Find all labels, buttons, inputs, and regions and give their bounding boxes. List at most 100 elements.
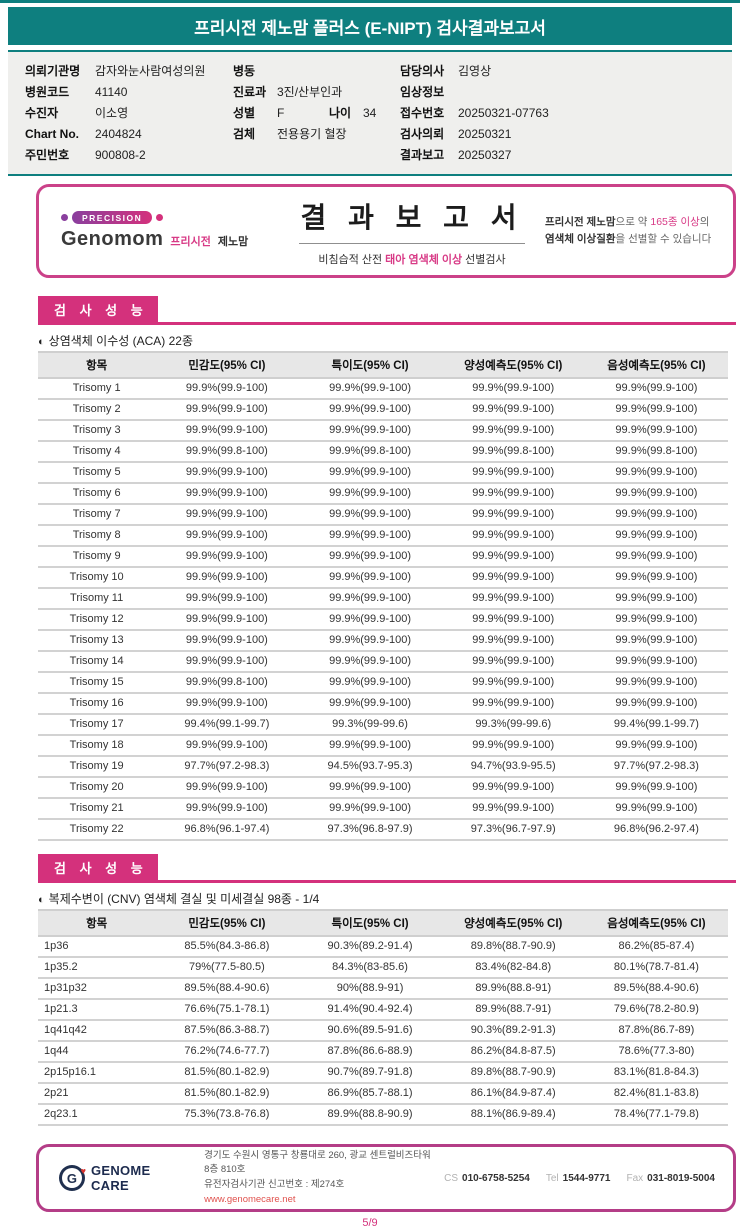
table-cell: 99.9%(99.9-100) xyxy=(441,630,585,652)
table-cell: 86.1%(84.9-87.4) xyxy=(441,1083,585,1105)
table-cell: 99.9%(99.9-100) xyxy=(155,735,299,757)
column-header: 특이도(95% CI) xyxy=(298,351,442,379)
table-row: Trisomy 1 99.9%(99.9-100) 99.9%(99.9-100) 9… xyxy=(38,378,728,400)
row-item-label: Trisomy 14 xyxy=(38,651,156,673)
table-row: Trisomy 20 99.9%(99.9-100) 99.9%(99.9-100)… xyxy=(38,777,728,799)
page-title: 프리시전 제노맘 플러스 (E-NIPT) 검사결과보고서 xyxy=(194,19,546,38)
table-cell: 99.9%(99.9-100) xyxy=(298,735,442,757)
field-value: 2404824 xyxy=(95,127,142,141)
table-cell: 94.7%(93.9-95.5) xyxy=(441,756,585,778)
table-row: Trisomy 4 99.9%(99.8-100) 99.9%(99.8-100) 9… xyxy=(38,441,728,463)
row-item-label: Trisomy 6 xyxy=(38,483,156,505)
table-row: Trisomy 5 99.9%(99.9-100) 99.9%(99.9-100) 9… xyxy=(38,462,728,484)
table-cell: 99.9%(99.9-100) xyxy=(298,651,442,673)
table-cell: 90.3%(89.2-91.3) xyxy=(441,1020,585,1042)
table-header-row: 항목 민감도(95% CI) 특이도(95% CI) 양성예측도(95% CI)… xyxy=(38,351,728,379)
row-item-label: Trisomy 9 xyxy=(38,546,156,568)
table-cell: 99.9%(99.9-100) xyxy=(155,588,299,610)
table-cell: 99.9%(99.9-100) xyxy=(155,504,299,526)
table-cell: 99.9%(99.9-100) xyxy=(155,567,299,589)
column-header: 양성예측도(95% CI) xyxy=(441,351,585,379)
row-item-label: Trisomy 22 xyxy=(38,819,156,841)
website-link: www.genomecare.net xyxy=(204,1193,296,1205)
table-row: Trisomy 6 99.9%(99.9-100) 99.9%(99.9-100) 9… xyxy=(38,483,728,505)
field-label: 담당의사 xyxy=(400,64,445,78)
field-label: 임상정보 xyxy=(400,85,445,99)
table-cell: 99.9%(99.9-100) xyxy=(155,462,299,484)
field-value: 20250327 xyxy=(458,148,512,162)
table-cell: 99.9%(99.9-100) xyxy=(298,672,442,694)
table-cell: 99.9%(99.9-100) xyxy=(298,567,442,589)
table-cell: 89.8%(88.7-90.9) xyxy=(441,936,585,958)
field-value: 41140 xyxy=(95,85,128,99)
row-item-label: Trisomy 12 xyxy=(38,609,156,631)
table-cell: 99.9%(99.9-100) xyxy=(584,525,728,547)
row-item-label: 1p35.2 xyxy=(38,957,156,979)
brand-subtitle-dark: 제노맘 xyxy=(217,236,249,248)
half-circle-icon: ◐ xyxy=(38,894,45,906)
column-header: 항목 xyxy=(38,351,156,379)
table-cell: 86.9%(85.7-88.1) xyxy=(298,1083,442,1105)
table-cell: 99.9%(99.9-100) xyxy=(584,462,728,484)
table-cell: 91.4%(90.4-92.4) xyxy=(298,999,442,1021)
column-header: 양성예측도(95% CI) xyxy=(441,909,585,937)
row-item-label: Trisomy 18 xyxy=(38,735,156,757)
field-label: 병원코드 xyxy=(25,85,70,99)
table-cell: 99.9%(99.8-100) xyxy=(298,441,442,463)
genomecare-logo-text: GENOME CARE xyxy=(90,1163,151,1193)
table-cell: 99.9%(99.9-100) xyxy=(298,525,442,547)
table-cell: 99.9%(99.9-100) xyxy=(584,777,728,799)
row-item-label: Trisomy 19 xyxy=(38,756,156,778)
footer-panel: G ♥ GENOME CARE 경기도 수원시 영통구 창룡대로 260, 광교 … xyxy=(36,1144,736,1212)
table-cell: 99.9%(99.9-100) xyxy=(584,693,728,715)
report-title-bar: 프리시전 제노맘 플러스 (E-NIPT) 검사결과보고서 xyxy=(8,7,732,45)
table-cell: 80.1%(78.7-81.4) xyxy=(584,957,728,979)
field-value: F xyxy=(277,106,285,120)
table-row: 1p36 85.5%(84.3-86.8) 90.3%(89.2-91.4) 89.8… xyxy=(38,936,728,958)
table-cell: 99.9%(99.9-100) xyxy=(155,525,299,547)
table-row: 1q44 76.2%(74.6-77.7) 87.8%(86.6-88.9) 86.2… xyxy=(38,1041,728,1063)
field-label: 검체 xyxy=(233,127,256,141)
table-cell: 97.3%(96.8-97.9) xyxy=(298,819,442,841)
contact-tel: Tel 1544-9771 xyxy=(545,1172,611,1184)
table-row: Trisomy 9 99.9%(99.9-100) 99.9%(99.9-100) 9… xyxy=(38,546,728,568)
table-cell: 99.9%(99.9-100) xyxy=(155,609,299,631)
table-cell: 99.9%(99.9-100) xyxy=(441,399,585,421)
table-cell: 94.5%(93.7-95.3) xyxy=(298,756,442,778)
table-header-row: 항목 민감도(95% CI) 특이도(95% CI) 양성예측도(95% CI)… xyxy=(38,909,728,937)
patient-info-row: 담당의사 김영상 xyxy=(400,61,722,82)
table-cell: 99.9%(99.9-100) xyxy=(584,630,728,652)
table-cell: 99.9%(99.9-100) xyxy=(298,693,442,715)
table-cell: 99.9%(99.9-100) xyxy=(584,420,728,442)
table-row: Trisomy 14 99.9%(99.9-100) 99.9%(99.9-100)… xyxy=(38,651,728,673)
heart-icon: ♥ xyxy=(80,1166,86,1176)
table-row: 1p35.2 79%(77.5-80.5) 84.3%(83-85.6) 83.4%(… xyxy=(38,957,728,979)
contact-cs: CS 010-6758-5254 xyxy=(444,1172,530,1184)
table-row: 2p21 81.5%(80.1-82.9) 86.9%(85.7-88.1) 86.1… xyxy=(38,1083,728,1105)
table-row: Trisomy 11 99.9%(99.9-100) 99.9%(99.9-100)… xyxy=(38,588,728,610)
field-label: 수진자 xyxy=(25,106,59,120)
patient-info-panel: 의뢰기관명 감자와눈사람여성의원 병원코드 41140 수진자 이소영 Char… xyxy=(8,50,732,176)
table-row: 1p31p32 89.5%(88.4-90.6) 90%(88.9-91) 89.9%… xyxy=(38,978,728,1000)
table-cell: 79%(77.5-80.5) xyxy=(155,957,299,979)
field-value: 김영상 xyxy=(458,64,492,78)
table-cell: 97.7%(97.2-98.3) xyxy=(155,756,299,778)
column-header: 음성예측도(95% CI) xyxy=(584,351,728,379)
field-label: 나이 xyxy=(329,106,352,120)
report-banner-center: 결 과 보 고 서 비침습적 산전 태아 염색체 이상 선별검사 xyxy=(279,196,545,267)
top-accent-line xyxy=(0,0,740,3)
table-cell: 97.3%(96.7-97.9) xyxy=(441,819,585,841)
table-row: Trisomy 21 99.9%(99.9-100) 99.9%(99.9-100)… xyxy=(38,798,728,820)
row-item-label: 2q23.1 xyxy=(38,1104,156,1126)
field-label: 병동 xyxy=(233,64,256,78)
table-cell: 99.9%(99.9-100) xyxy=(441,693,585,715)
note-text: 의 xyxy=(699,215,710,228)
table-cell: 99.9%(99.9-100) xyxy=(155,546,299,568)
column-header: 음성예측도(95% CI) xyxy=(584,909,728,937)
table-cell: 90%(88.9-91) xyxy=(298,978,442,1000)
table-cell: 99.9%(99.9-100) xyxy=(155,420,299,442)
patient-info-row: 병원코드 41140 xyxy=(25,82,233,103)
result-report-banner: PRECISION Genomom 프리시전 제노맘 결 과 보 고 서 비침습… xyxy=(36,184,736,278)
table-cell: 99.9%(99.9-100) xyxy=(441,420,585,442)
table-cell: 89.5%(88.4-90.6) xyxy=(584,978,728,1000)
